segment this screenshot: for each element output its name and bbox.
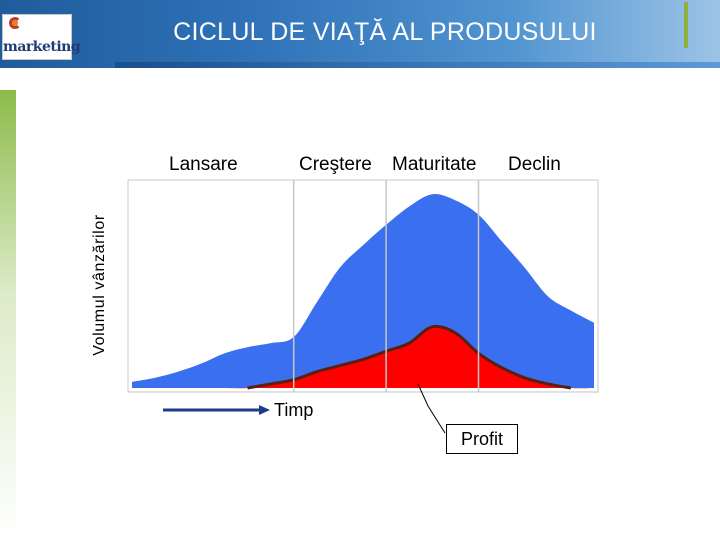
stage-label-lansare: Lansare — [169, 154, 238, 175]
profit-callout-line — [417, 383, 446, 434]
logo: marketing — [2, 14, 81, 60]
profit-callout: Profit — [446, 424, 518, 454]
time-arrow-head-icon — [259, 405, 270, 415]
profit-line — [247, 324, 572, 390]
stage-label-crestere: Creştere — [299, 154, 372, 175]
stage-label-maturitate: Maturitate — [392, 154, 477, 175]
page-title: CICLUL DE VIAŢĂ AL PRODUSULUI — [173, 18, 597, 46]
left-accent-bar — [0, 90, 16, 540]
logo-dot-icon — [12, 20, 18, 26]
logo-text: marketing — [3, 39, 81, 55]
x-axis-label: Timp — [274, 400, 314, 420]
stage-label-declin: Declin — [508, 154, 561, 175]
header-strip — [115, 62, 720, 68]
stage-dividers — [292, 180, 480, 392]
logo-mark-icon — [9, 17, 21, 29]
header-bar — [0, 0, 720, 68]
header-accent — [684, 2, 688, 48]
